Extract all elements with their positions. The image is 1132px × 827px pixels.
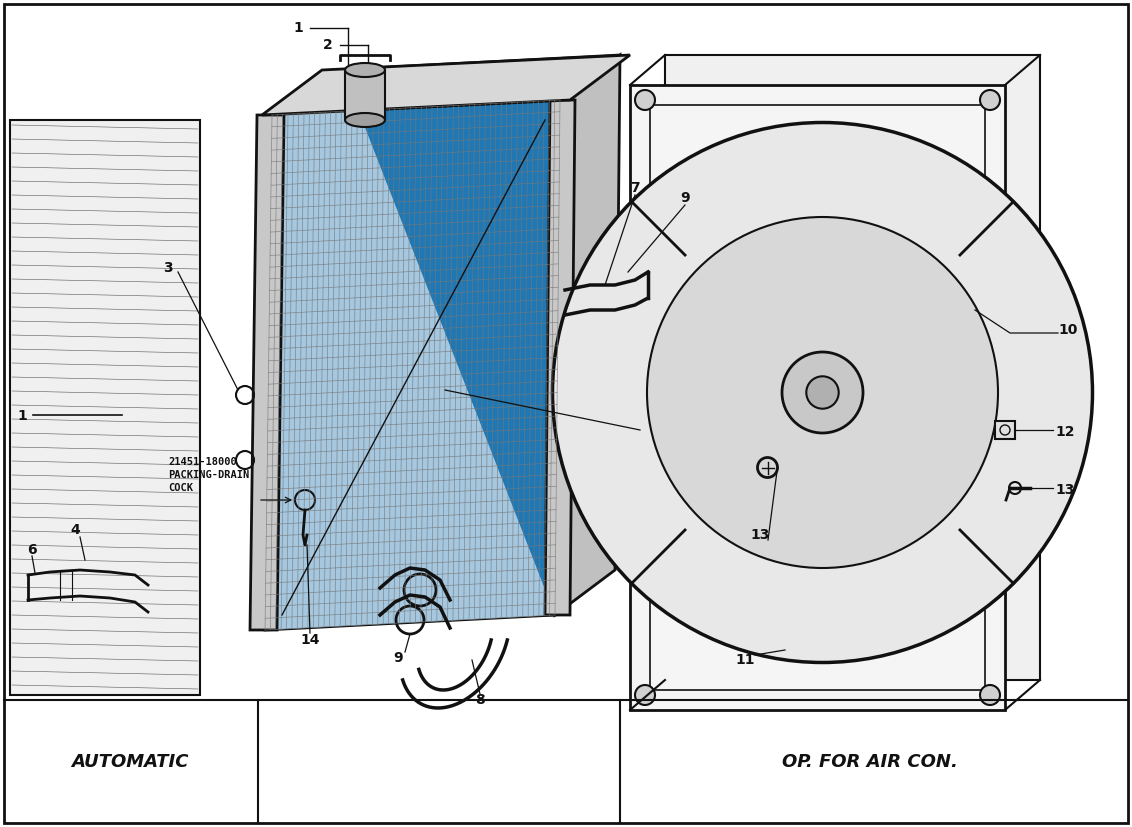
Text: 1: 1 (293, 21, 303, 35)
Text: 9: 9 (393, 651, 403, 665)
Text: 7: 7 (631, 181, 640, 195)
Text: OP. FOR AIR CON.: OP. FOR AIR CON. (782, 753, 958, 771)
Bar (345, 70, 385, 120)
Ellipse shape (345, 113, 385, 127)
Circle shape (552, 122, 1092, 662)
Text: 11: 11 (736, 653, 755, 667)
Text: 3: 3 (163, 261, 173, 275)
Polygon shape (265, 100, 560, 630)
Polygon shape (265, 100, 560, 630)
Text: COCK: COCK (168, 483, 192, 493)
Polygon shape (272, 55, 620, 115)
Circle shape (648, 217, 998, 568)
Polygon shape (265, 111, 555, 630)
Polygon shape (544, 100, 575, 615)
Circle shape (635, 685, 655, 705)
Bar (995, 421, 1015, 439)
Text: 21451-18000: 21451-18000 (168, 457, 237, 467)
Text: 13: 13 (751, 528, 770, 542)
Circle shape (635, 90, 655, 110)
Circle shape (782, 352, 863, 433)
Text: 10: 10 (1058, 323, 1078, 337)
Text: 13: 13 (1055, 483, 1074, 497)
Polygon shape (555, 55, 620, 615)
Bar (631, 85, 1005, 710)
Text: AUTOMATIC: AUTOMATIC (71, 753, 189, 771)
Ellipse shape (345, 63, 385, 77)
Polygon shape (10, 120, 200, 695)
Text: 1: 1 (17, 409, 27, 423)
Bar (664, 55, 1040, 680)
Polygon shape (250, 115, 284, 630)
Text: 12: 12 (1055, 425, 1074, 439)
Text: 6: 6 (27, 543, 37, 557)
Circle shape (980, 685, 1000, 705)
Text: 9: 9 (680, 191, 689, 205)
Text: 4: 4 (70, 523, 80, 537)
Text: 14: 14 (300, 633, 319, 647)
Circle shape (980, 90, 1000, 110)
Text: PACKING-DRAIN: PACKING-DRAIN (168, 470, 249, 480)
Text: 8: 8 (475, 693, 484, 707)
Text: 2: 2 (324, 38, 333, 52)
Circle shape (806, 376, 839, 409)
Bar (650, 105, 985, 690)
Polygon shape (261, 55, 631, 115)
